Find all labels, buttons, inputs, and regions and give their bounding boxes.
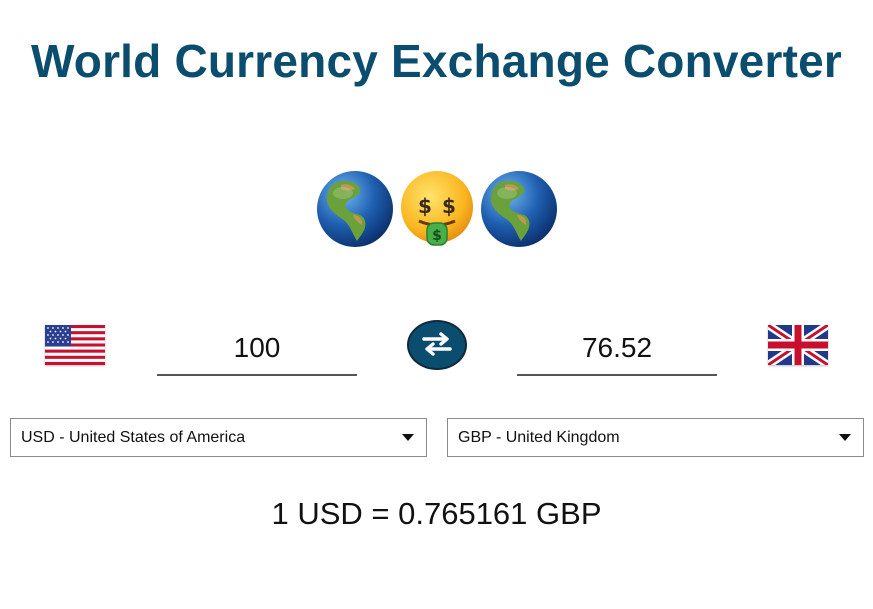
emoji-banner: $ $ $ (0, 168, 873, 250)
to-currency-value: GBP - United Kingdom (458, 428, 620, 446)
swap-currencies-button[interactable] (407, 320, 467, 370)
to-amount-input[interactable] (517, 322, 717, 376)
money-mouth-face-icon: $ $ $ (397, 169, 477, 249)
uk-flag-icon (768, 325, 828, 365)
from-amount-input[interactable] (157, 322, 357, 376)
svg-text:$: $ (418, 194, 432, 218)
swap-arrows-icon (420, 331, 454, 360)
chevron-down-icon (839, 434, 851, 441)
from-currency-select[interactable]: USD - United States of America (10, 418, 427, 457)
to-currency-select[interactable]: GBP - United Kingdom (447, 418, 864, 457)
svg-text:$: $ (442, 194, 456, 218)
exchange-rate-text: 1 USD = 0.765161 GBP (271, 496, 602, 531)
globe-americas-icon (315, 169, 395, 249)
us-flag-icon (45, 325, 105, 365)
page-title: World Currency Exchange Converter (31, 35, 842, 87)
from-currency-value: USD - United States of America (21, 428, 246, 446)
svg-text:$: $ (432, 228, 442, 244)
chevron-down-icon (402, 434, 414, 441)
globe-americas-icon (479, 169, 559, 249)
